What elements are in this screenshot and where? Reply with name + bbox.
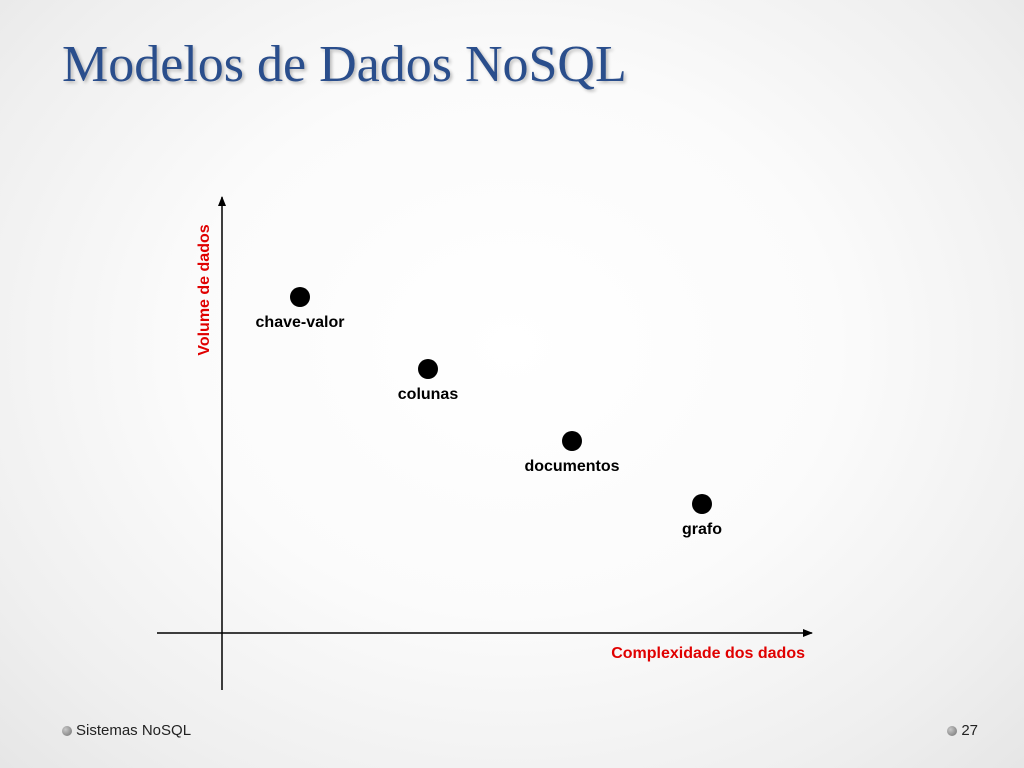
point-label-grafo: grafo <box>682 521 722 538</box>
y-axis-label: Volume de dados <box>196 224 213 355</box>
point-label-chave-valor: chave-valor <box>256 314 345 331</box>
point-marker-documentos <box>562 431 582 451</box>
data-points: chave-valor colunas documentos grafo <box>256 287 722 538</box>
bullet-icon <box>62 725 72 736</box>
point-label-colunas: colunas <box>398 386 459 403</box>
point-label-documentos: documentos <box>524 458 619 475</box>
slide-title: Modelos de Dados NoSQL <box>62 36 627 93</box>
bullet-icon <box>947 725 958 736</box>
point-marker-chave-valor <box>290 287 310 307</box>
point-marker-colunas <box>418 359 438 379</box>
footer-left: Sistemas NoSQL <box>62 722 191 739</box>
x-axis-label: Complexidade dos dados <box>611 645 805 662</box>
footer-title: Sistemas NoSQL <box>76 722 192 739</box>
footer-right: 27 <box>947 722 978 739</box>
slide-number: 27 <box>961 722 978 739</box>
point-marker-grafo <box>692 494 712 514</box>
